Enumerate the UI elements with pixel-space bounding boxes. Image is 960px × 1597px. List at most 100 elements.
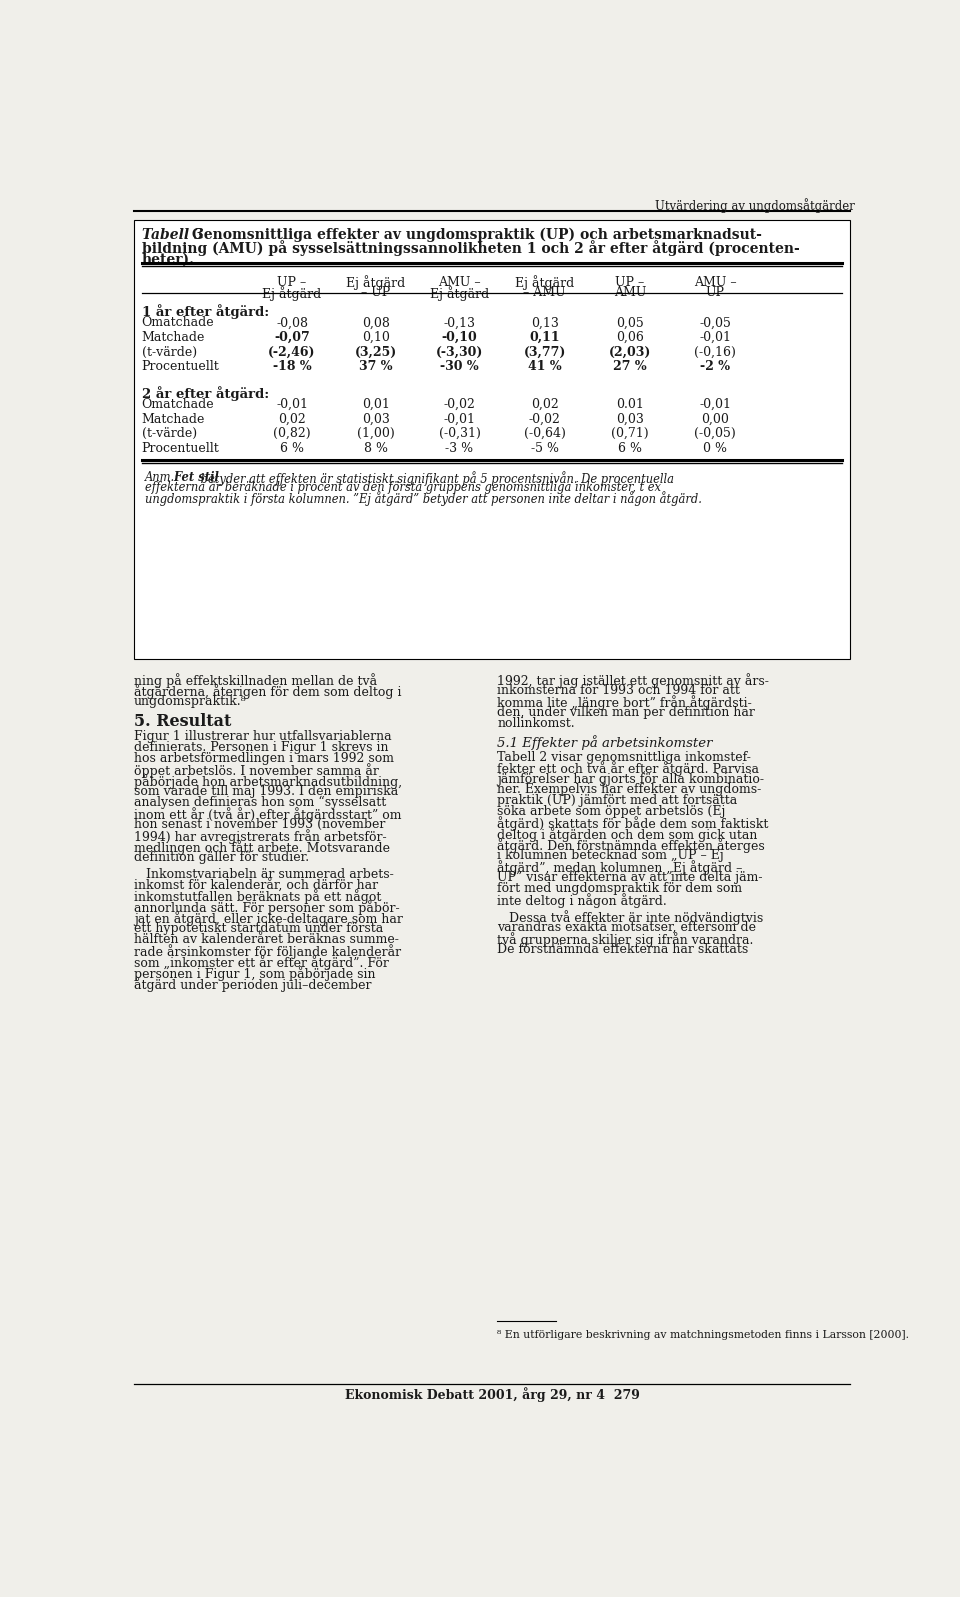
Text: bildning (AMU) på sysselsättningssannolikheten 1 och 2 år efter åtgärd (procente: bildning (AMU) på sysselsättningssannoli… xyxy=(142,240,800,256)
Text: 0,00: 0,00 xyxy=(701,412,730,426)
Text: Ekonomisk Debatt 2001, årg 29, nr 4  279: Ekonomisk Debatt 2001, årg 29, nr 4 279 xyxy=(345,1388,639,1402)
Text: -0,07: -0,07 xyxy=(275,331,310,343)
Text: Omatchade: Omatchade xyxy=(142,398,214,410)
Text: Procentuellt: Procentuellt xyxy=(142,442,220,455)
Text: Procentuellt: Procentuellt xyxy=(142,361,220,374)
Text: fört med ungdomspraktik för dem som: fört med ungdomspraktik för dem som xyxy=(497,882,742,894)
Text: åtgärd under perioden juli–december: åtgärd under perioden juli–december xyxy=(134,977,372,992)
Text: 6 %: 6 % xyxy=(280,442,304,455)
Text: påbörjade hon arbetsmarknadsutbildning,: påbörjade hon arbetsmarknadsutbildning, xyxy=(134,775,402,789)
Text: (3,77): (3,77) xyxy=(523,345,565,359)
Text: -0,01: -0,01 xyxy=(699,398,732,410)
Text: 0,10: 0,10 xyxy=(362,331,390,343)
Text: -0,01: -0,01 xyxy=(444,412,475,426)
Text: ett hypotetiskt startdatum under första: ett hypotetiskt startdatum under första xyxy=(134,923,383,936)
Text: (-0,64): (-0,64) xyxy=(524,428,565,441)
Text: 0,13: 0,13 xyxy=(531,316,559,329)
Text: 0,02: 0,02 xyxy=(278,412,306,426)
Text: 5. Resultat: 5. Resultat xyxy=(134,714,231,730)
Text: (-0,16): (-0,16) xyxy=(694,345,736,359)
Text: Matchade: Matchade xyxy=(142,412,205,426)
Text: 6 %: 6 % xyxy=(618,442,642,455)
Text: personen i Figur 1, som påbörjade sin: personen i Figur 1, som påbörjade sin xyxy=(134,966,375,981)
Text: -0,02: -0,02 xyxy=(444,398,475,410)
Text: (t-värde): (t-värde) xyxy=(142,345,197,359)
Text: deltog i åtgärden och dem som gick utan: deltog i åtgärden och dem som gick utan xyxy=(497,827,757,842)
Text: 0,08: 0,08 xyxy=(362,316,390,329)
Text: komma lite „längre bort” från åtgärdsti-: komma lite „längre bort” från åtgärdsti- xyxy=(497,695,753,709)
Text: åtgärderna, återigen för dem som deltog i: åtgärderna, återigen för dem som deltog … xyxy=(134,684,401,699)
Text: jämförelser har gjorts för alla kombinatio-: jämförelser har gjorts för alla kombinat… xyxy=(497,773,764,786)
Text: 1 år efter åtgärd:: 1 år efter åtgärd: xyxy=(142,303,269,319)
Text: (0,71): (0,71) xyxy=(612,428,649,441)
Text: 37 %: 37 % xyxy=(359,361,393,374)
Text: åtgärd. Den förstnämnda effekten återges: åtgärd. Den förstnämnda effekten återges xyxy=(497,838,765,853)
Text: Genomsnittliga effekter av ungdomspraktik (UP) och arbetsmarknadsut-: Genomsnittliga effekter av ungdomsprakti… xyxy=(186,228,761,243)
Text: De förstnämnda effekterna har skattats: De förstnämnda effekterna har skattats xyxy=(497,942,749,955)
Text: 0,05: 0,05 xyxy=(616,316,644,329)
Text: -0,10: -0,10 xyxy=(442,331,477,343)
Text: hon senast i november 1993 (november: hon senast i november 1993 (november xyxy=(134,818,385,830)
Text: (3,25): (3,25) xyxy=(354,345,396,359)
Text: varandras exakta motsatser, eftersom de: varandras exakta motsatser, eftersom de xyxy=(497,921,756,934)
Text: Inkomstvariabeln är summerad arbets-: Inkomstvariabeln är summerad arbets- xyxy=(134,867,394,880)
Text: åtgärd”, medan kolumnen „Ej åtgärd –: åtgärd”, medan kolumnen „Ej åtgärd – xyxy=(497,861,743,875)
Text: Tabell 2 visar genomsnittliga inkomstef-: Tabell 2 visar genomsnittliga inkomstef- xyxy=(497,751,752,763)
Text: inkomsterna för 1993 och 1994 för att: inkomsterna för 1993 och 1994 för att xyxy=(497,684,740,696)
Text: inom ett år (två år) efter åtgärdsstart” om: inom ett år (två år) efter åtgärdsstart”… xyxy=(134,806,401,822)
Text: som „inkomster ett år efter åtgärd”. För: som „inkomster ett år efter åtgärd”. För xyxy=(134,955,389,969)
Text: 0.01: 0.01 xyxy=(616,398,644,410)
Text: AMU: AMU xyxy=(613,286,646,299)
Text: praktik (UP) jämfört med att fortsätta: praktik (UP) jämfört med att fortsätta xyxy=(497,794,737,808)
Text: hos arbetsförmedlingen i mars 1992 som: hos arbetsförmedlingen i mars 1992 som xyxy=(134,752,394,765)
Text: AMU –: AMU – xyxy=(694,276,736,289)
Text: 5.1 Effekter på arbetsinkomster: 5.1 Effekter på arbetsinkomster xyxy=(497,735,713,751)
Text: definierats. Personen i Figur 1 skrevs in: definierats. Personen i Figur 1 skrevs i… xyxy=(134,741,389,754)
Text: ⁸ En utförligare beskrivning av matchningsmetoden finns i Larsson [2000].: ⁸ En utförligare beskrivning av matchnin… xyxy=(497,1330,909,1340)
Text: 8 %: 8 % xyxy=(364,442,388,455)
Text: AMU –: AMU – xyxy=(438,276,481,289)
Text: ungdomspraktik.⁸: ungdomspraktik.⁸ xyxy=(134,695,247,707)
Text: Fet stil: Fet stil xyxy=(170,471,219,484)
Text: Anm.:: Anm.: xyxy=(145,471,179,484)
Text: -0,01: -0,01 xyxy=(699,331,732,343)
Text: två grupperna skiljer sig ifrån varandra.: två grupperna skiljer sig ifrån varandra… xyxy=(497,931,754,947)
Text: 0,03: 0,03 xyxy=(362,412,390,426)
Text: inkomstutfallen beräknats på ett något: inkomstutfallen beräknats på ett något xyxy=(134,890,381,904)
Text: (t-värde): (t-värde) xyxy=(142,428,197,441)
Text: rade årsinkomster för följande kalenderår: rade årsinkomster för följande kalenderå… xyxy=(134,944,401,960)
Text: UP –: UP – xyxy=(615,276,644,289)
Text: söka arbete som öppet arbetslös (Ej: söka arbete som öppet arbetslös (Ej xyxy=(497,805,726,818)
Text: Tabell 3: Tabell 3 xyxy=(142,228,204,241)
Text: inkomst för kalenderår, och därför har: inkomst för kalenderår, och därför har xyxy=(134,878,378,893)
Text: 1992, tar jag istället ett genomsnitt av års-: 1992, tar jag istället ett genomsnitt av… xyxy=(497,672,769,688)
Text: åtgärd) skattats för både dem som faktiskt: åtgärd) skattats för både dem som faktis… xyxy=(497,816,769,830)
Text: öppet arbetslös. I november samma år: öppet arbetslös. I november samma år xyxy=(134,763,379,778)
Text: inte deltog i någon åtgärd.: inte deltog i någon åtgärd. xyxy=(497,893,667,907)
Text: Figur 1 illustrerar hur utfallsvariablerna: Figur 1 illustrerar hur utfallsvariabler… xyxy=(134,730,392,743)
Text: (0,82): (0,82) xyxy=(274,428,311,441)
Text: -0,13: -0,13 xyxy=(444,316,475,329)
Text: (2,03): (2,03) xyxy=(609,345,651,359)
Text: den, under vilken man per definition har: den, under vilken man per definition har xyxy=(497,706,756,719)
Text: ning på effektskillnaden mellan de två: ning på effektskillnaden mellan de två xyxy=(134,672,377,688)
Text: (-0,05): (-0,05) xyxy=(694,428,736,441)
Text: 0,03: 0,03 xyxy=(616,412,644,426)
Text: Dessa två effekter är inte nödvändigtvis: Dessa två effekter är inte nödvändigtvis xyxy=(497,910,763,925)
Text: (-3,30): (-3,30) xyxy=(436,345,483,359)
Text: Ej åtgärd: Ej åtgärd xyxy=(430,286,489,302)
Text: ungdomspraktik i första kolumnen. ”Ej åtgärd” betyder att personen inte deltar i: ungdomspraktik i första kolumnen. ”Ej åt… xyxy=(145,492,702,506)
Text: 2 år efter åtgärd:: 2 år efter åtgärd: xyxy=(142,386,269,401)
Text: – AMU: – AMU xyxy=(523,286,566,299)
Text: -3 %: -3 % xyxy=(445,442,473,455)
Text: -0,08: -0,08 xyxy=(276,316,308,329)
Text: Ej åtgärd: Ej åtgärd xyxy=(347,276,405,291)
Text: 27 %: 27 % xyxy=(613,361,647,374)
Text: UP: UP xyxy=(706,286,725,299)
Text: -0,05: -0,05 xyxy=(699,316,732,329)
Text: Ej åtgärd: Ej åtgärd xyxy=(262,286,322,302)
Text: nollinkomst.: nollinkomst. xyxy=(497,717,575,730)
Text: 41 %: 41 % xyxy=(528,361,562,374)
Text: -0,01: -0,01 xyxy=(276,398,308,410)
Text: 0,06: 0,06 xyxy=(616,331,644,343)
